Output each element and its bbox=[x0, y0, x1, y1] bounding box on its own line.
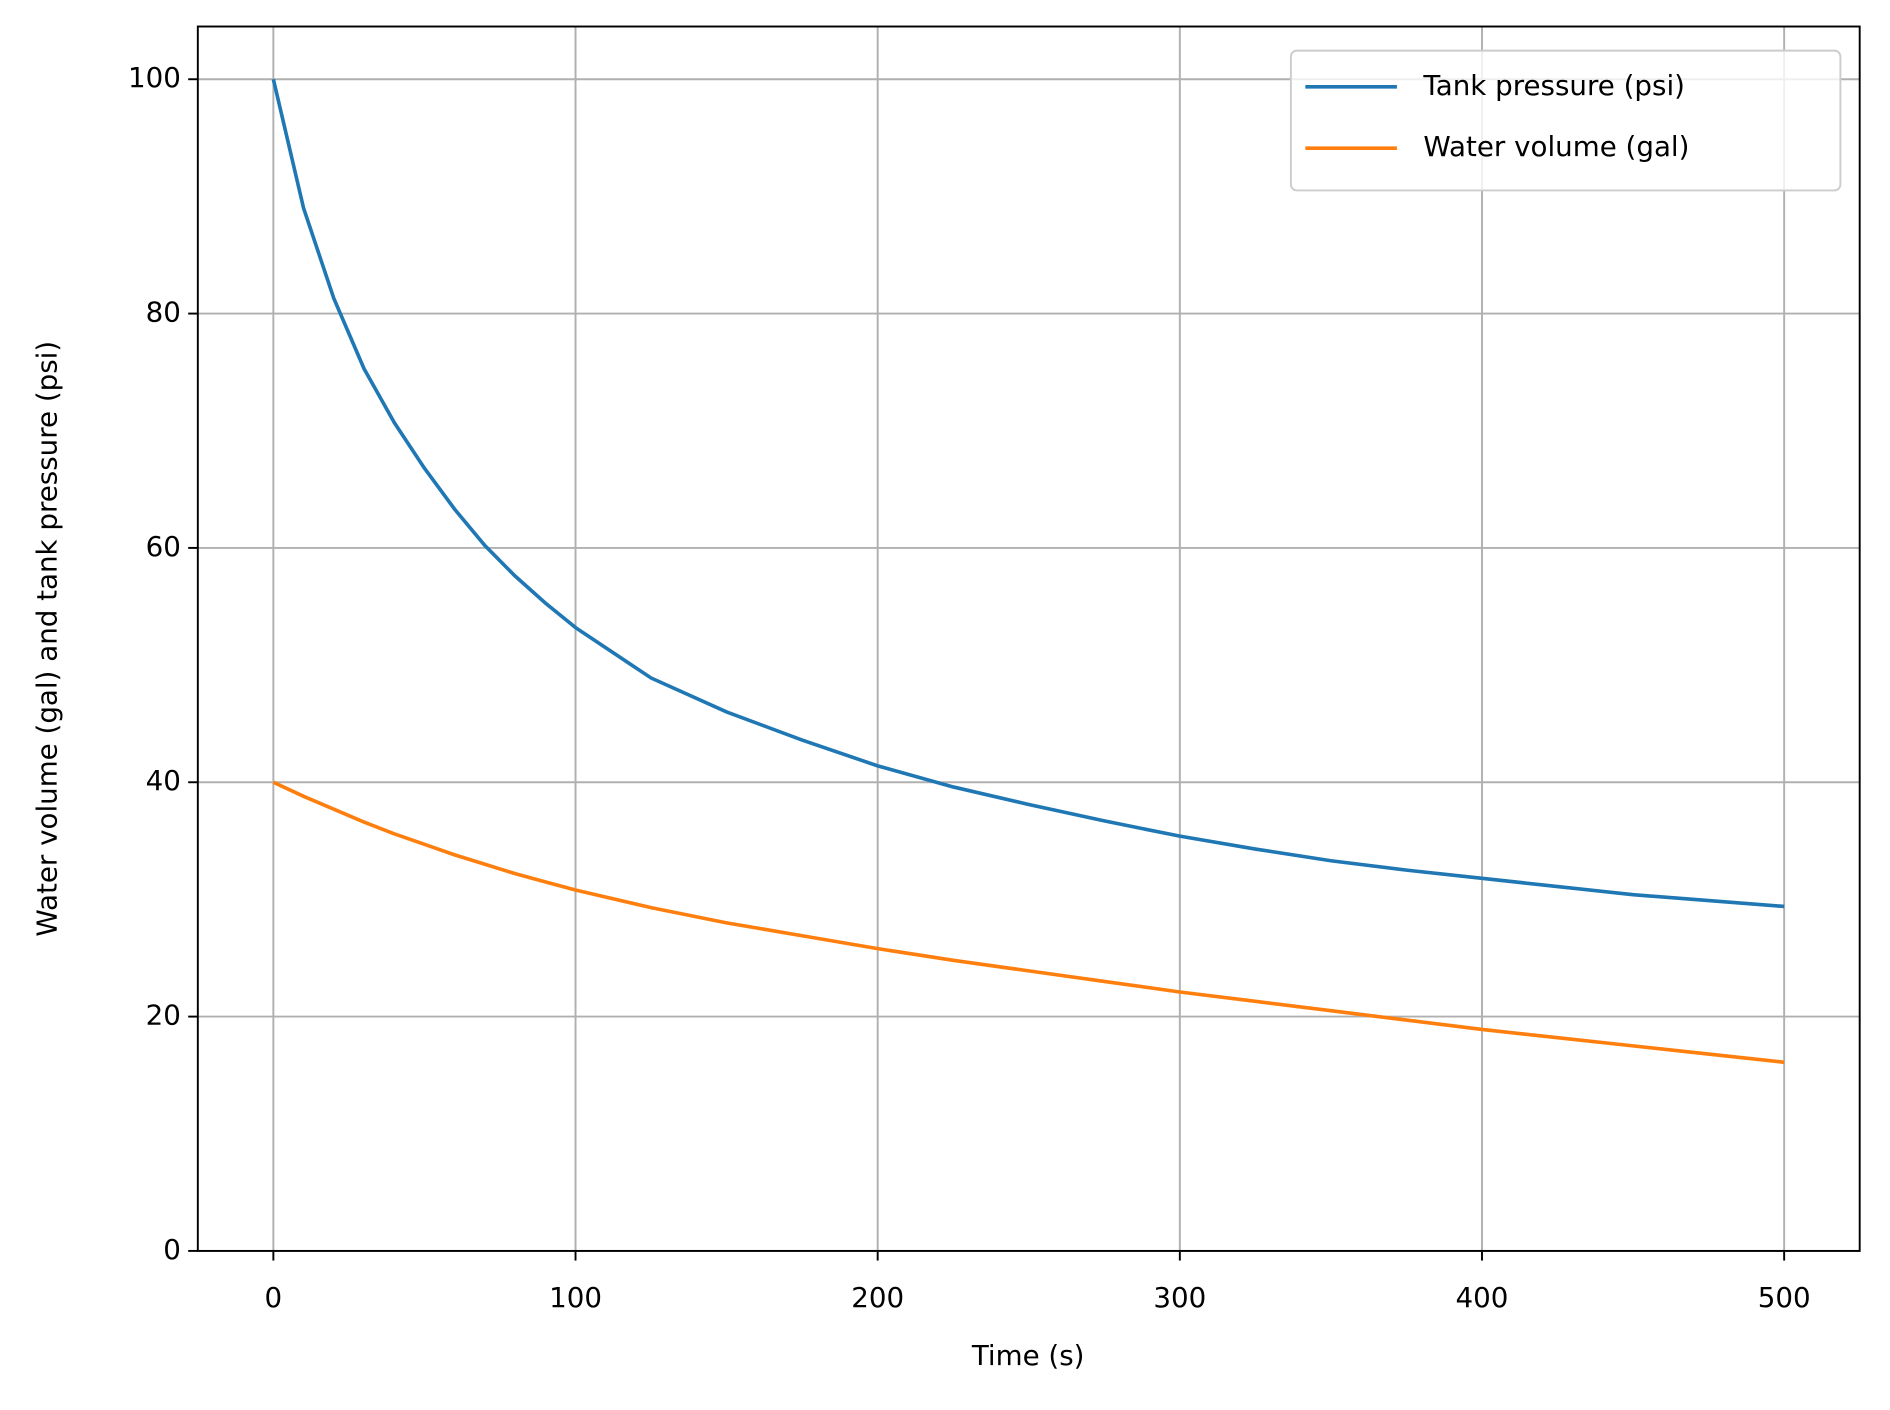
y-tick-label: 80 bbox=[146, 296, 181, 329]
y-tick-label: 20 bbox=[146, 999, 181, 1032]
y-tick-label: 0 bbox=[163, 1233, 181, 1266]
data-line bbox=[271, 78, 1785, 909]
x-tick-label: 500 bbox=[1758, 1281, 1811, 1314]
legend-label: Water volume (gal) bbox=[1423, 130, 1689, 163]
legend-label: Tank pressure (psi) bbox=[1422, 69, 1685, 102]
y-tick-label: 60 bbox=[146, 530, 181, 563]
x-tick-label: 300 bbox=[1153, 1281, 1206, 1314]
data-line bbox=[272, 780, 1785, 1065]
x-tick-label: 100 bbox=[549, 1281, 602, 1314]
legend-box bbox=[1289, 49, 1842, 192]
x-axis-label: Time (s) bbox=[971, 1339, 1085, 1372]
x-tick-label: 0 bbox=[265, 1281, 283, 1314]
legend: Tank pressure (psi) Water volume (gal) bbox=[1289, 49, 1842, 192]
plot-frame bbox=[196, 25, 1861, 1252]
x-tick-label: 200 bbox=[851, 1281, 904, 1314]
y-axis-label: Water volume (gal) and tank pressure (ps… bbox=[30, 341, 63, 937]
x-tick-label: 400 bbox=[1456, 1281, 1509, 1314]
y-tick-label: 100 bbox=[128, 61, 181, 94]
y-tick-label: 40 bbox=[146, 764, 181, 797]
